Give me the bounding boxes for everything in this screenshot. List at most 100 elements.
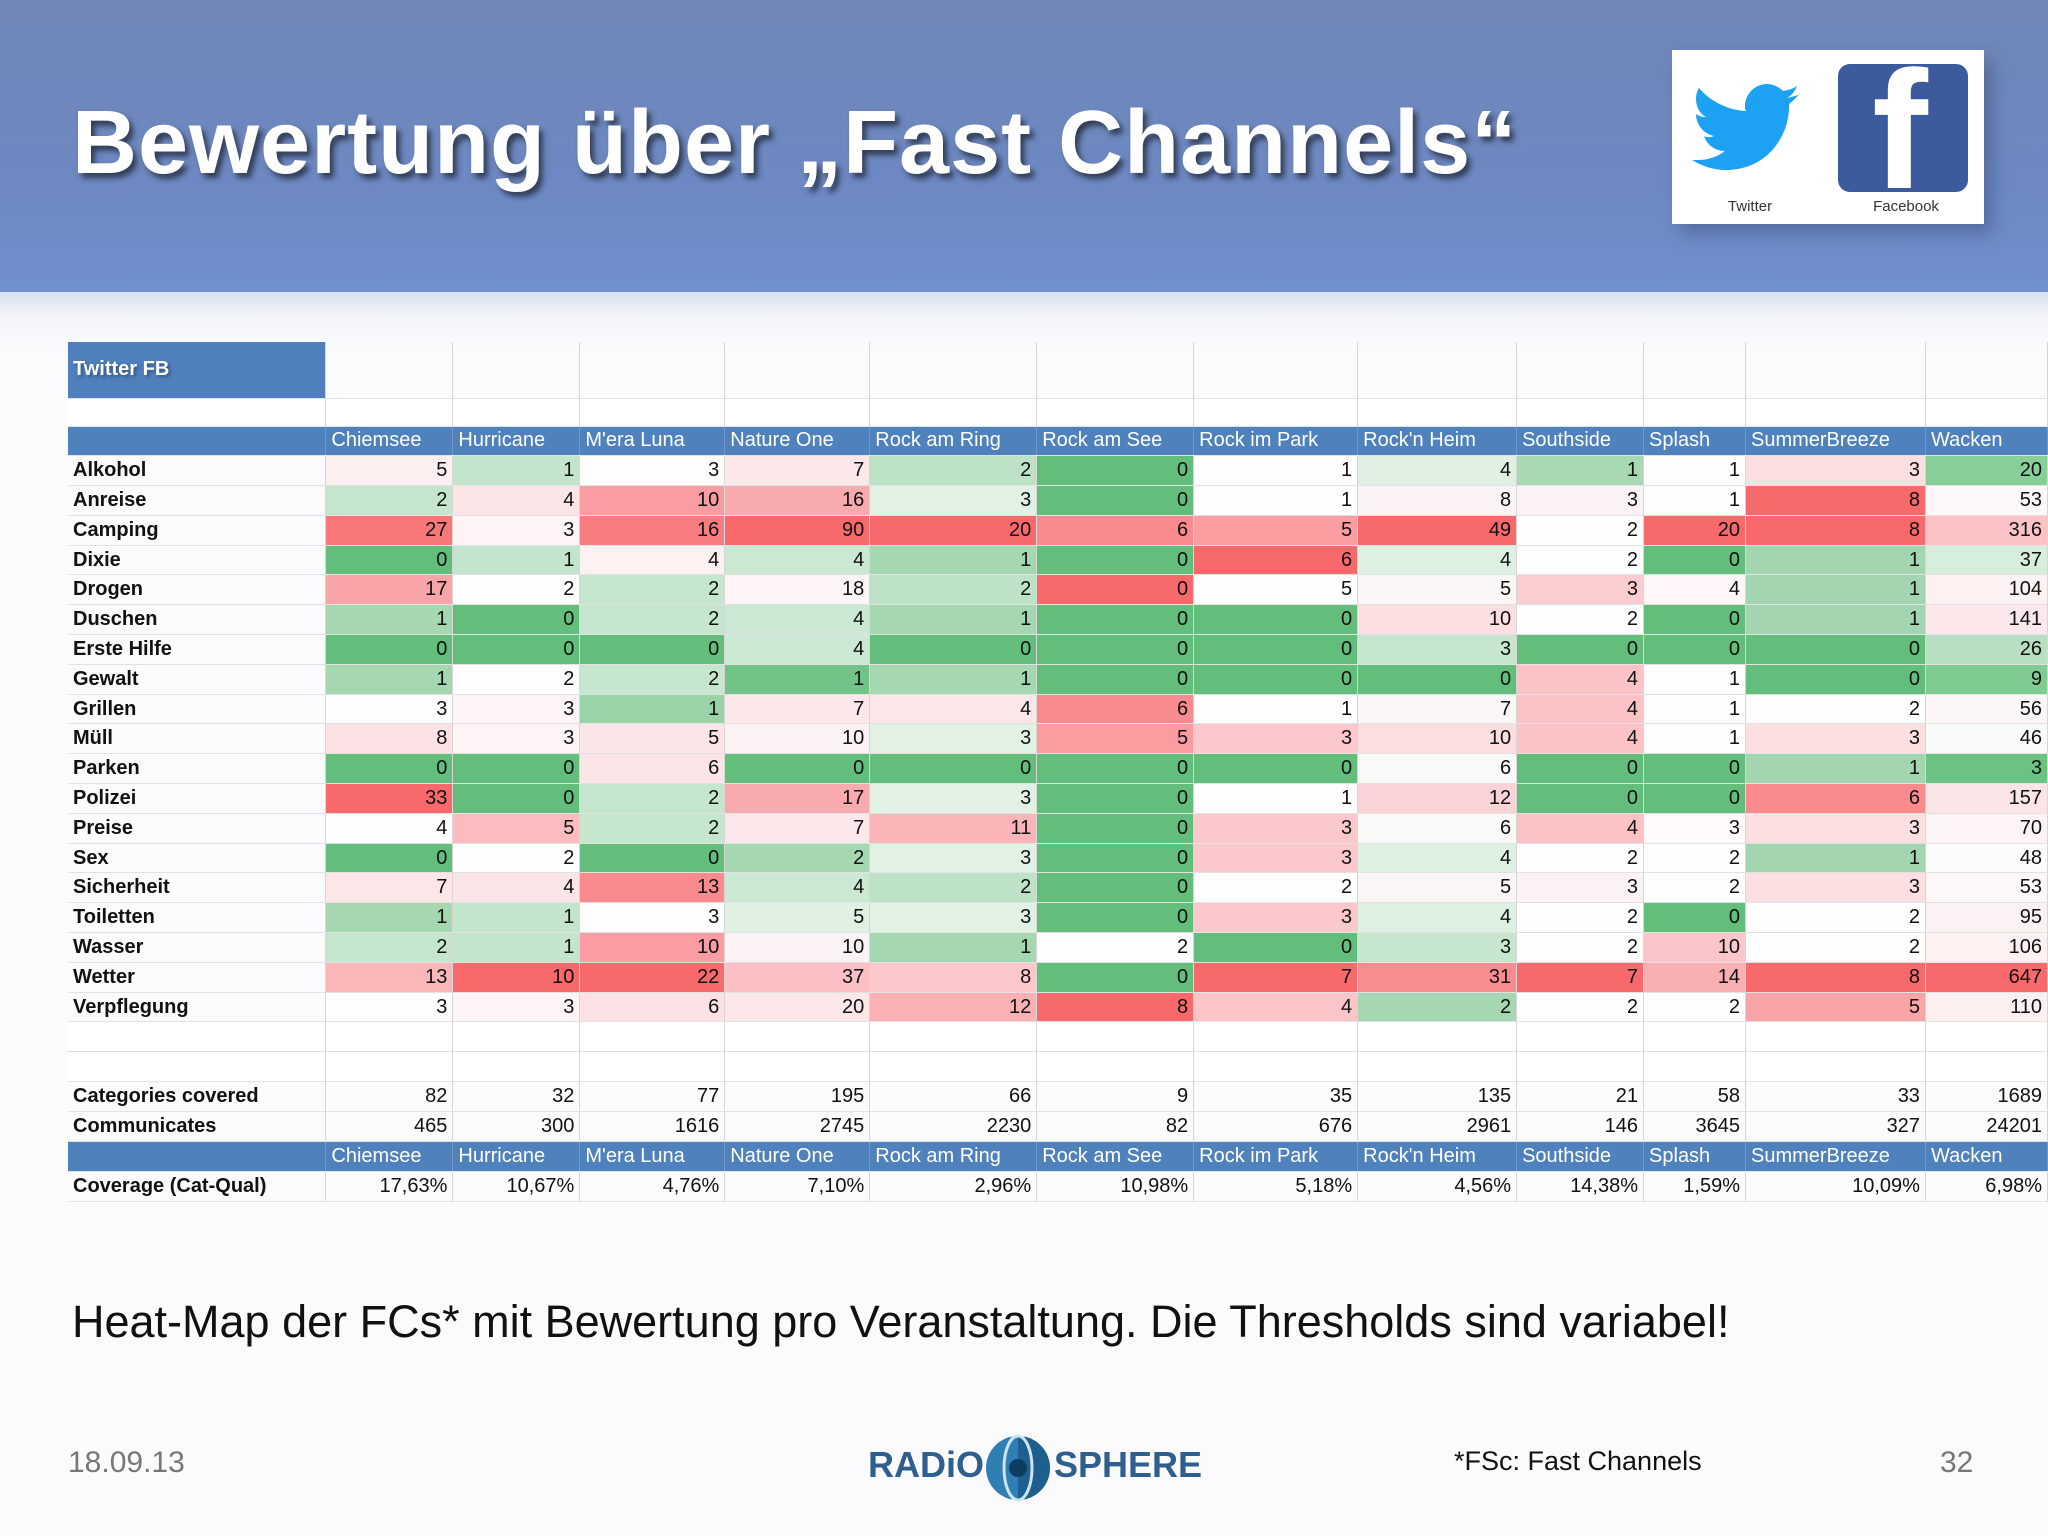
table-row: Müll 8 3 5 10 3 5 3 10 4 1 3 46	[68, 723, 2048, 755]
heat-cell: 3	[869, 723, 1038, 755]
heat-cell: 2	[1516, 545, 1645, 576]
empty-cell	[1193, 398, 1359, 427]
heat-cell: 6	[1357, 813, 1518, 844]
heat-cell: 10	[452, 962, 581, 993]
heat-cell: 3	[452, 723, 581, 755]
table-row: Parken 0 0 6 0 0 0 0 6 0 0 1 3	[68, 753, 2048, 785]
heat-cell: 104	[1925, 574, 2048, 606]
column-header: Southside	[1516, 1141, 1645, 1172]
empty-cell	[869, 1021, 1038, 1053]
heat-cell: 7	[724, 694, 871, 725]
heat-cell: 1	[1643, 723, 1746, 755]
heat-cell: 6	[1745, 783, 1926, 814]
heat-cell: 4	[1357, 902, 1518, 934]
column-header: Hurricane	[452, 426, 581, 457]
table-row: Polizei 33 0 2 17 3 0 1 12 0 0 6 157	[68, 783, 2048, 814]
empty-cell	[1745, 398, 1926, 427]
heat-cell: 1	[452, 455, 581, 487]
twitter-label: Twitter	[1727, 198, 1773, 215]
table-row: Camping 27 3 16 90 20 6 5 49 2 20 8 316	[68, 515, 2048, 546]
heat-cell: 2	[1516, 992, 1645, 1023]
empty-cell	[325, 1021, 454, 1053]
coverage-cell: 5,18%	[1193, 1171, 1359, 1202]
heat-cell: 7	[724, 455, 871, 487]
coverage-cell: 4,76%	[579, 1171, 726, 1202]
empty-cell	[1516, 398, 1645, 427]
heat-cell: 0	[1036, 962, 1195, 993]
heat-cell: 2	[1745, 932, 1926, 963]
empty-cell	[1925, 398, 2048, 427]
heat-cell: 3	[1516, 485, 1645, 516]
heat-cell: 37	[1925, 545, 2048, 576]
summary-cell: 146	[1516, 1111, 1645, 1143]
coverage-cell: 1,59%	[1643, 1171, 1746, 1202]
column-header: Rock am See	[1036, 1141, 1195, 1172]
globe-icon	[986, 1434, 1050, 1502]
table-row: Toiletten 1 1 3 5 3 0 3 4 2 0 2 95	[68, 902, 2048, 934]
heat-cell: 1	[452, 545, 581, 576]
page-number: 32	[1940, 1446, 1974, 1479]
heat-cell: 6	[1036, 694, 1195, 725]
heat-cell: 1	[1193, 694, 1359, 725]
heat-cell: 1	[1745, 574, 1926, 606]
empty-cell	[1036, 1021, 1195, 1053]
heat-cell: 8	[869, 962, 1038, 993]
heat-cell: 10	[724, 723, 871, 755]
empty-cell	[1516, 1051, 1645, 1083]
heat-cell: 3	[1357, 634, 1518, 665]
summary-cell: 3645	[1643, 1111, 1746, 1143]
table-row: Sicherheit 7 4 13 4 2 0 2 5 3 2 3 53	[68, 872, 2048, 904]
heat-cell: 2	[1516, 902, 1645, 934]
heat-cell: 33	[325, 783, 454, 814]
heat-cell: 316	[1925, 515, 2048, 546]
empty-cell	[452, 398, 581, 427]
summary-cell: 35	[1193, 1081, 1359, 1113]
empty-cell	[325, 1051, 454, 1083]
heat-cell: 4	[1643, 574, 1746, 606]
heat-cell: 9	[1925, 664, 2048, 695]
summary-cell: 58	[1643, 1081, 1746, 1113]
heat-cell: 6	[579, 992, 726, 1023]
heat-cell: 4	[1516, 694, 1645, 725]
coverage-cell: 10,67%	[452, 1171, 581, 1202]
coverage-cell: 2,96%	[869, 1171, 1038, 1202]
table-row: Alkohol 5 1 3 7 2 0 1 4 1 1 3 20	[68, 455, 2048, 487]
heat-cell: 0	[1036, 872, 1195, 904]
heat-cell: 0	[1036, 783, 1195, 814]
heat-cell: 6	[1193, 545, 1359, 576]
heat-cell: 2	[452, 574, 581, 606]
heat-cell: 0	[1643, 902, 1746, 934]
heat-cell: 0	[1193, 604, 1359, 636]
heat-cell: 0	[1036, 664, 1195, 695]
row-label: Anreise	[68, 485, 327, 516]
empty-cell	[869, 398, 1038, 427]
heat-cell: 2	[869, 574, 1038, 606]
heat-cell: 0	[869, 753, 1038, 785]
heat-cell: 6	[1036, 515, 1195, 546]
column-header: Wacken	[1925, 426, 2048, 457]
row-label: Dixie	[68, 545, 327, 576]
heat-cell: 0	[1193, 634, 1359, 665]
row-label: Erste Hilfe	[68, 634, 327, 665]
heat-cell: 31	[1357, 962, 1518, 993]
heat-cell: 2	[724, 843, 871, 874]
column-header: Rock im Park	[1193, 426, 1359, 457]
heat-cell: 3	[1745, 723, 1926, 755]
summary-cell: 66	[869, 1081, 1038, 1113]
column-header: Hurricane	[452, 1141, 581, 1172]
heat-cell: 1	[869, 604, 1038, 636]
heat-cell: 2	[325, 485, 454, 516]
table-row: Gewalt 1 2 2 1 1 0 0 0 4 1 0 9	[68, 664, 2048, 695]
coverage-label: Coverage (Cat-Qual)	[68, 1171, 327, 1202]
summary-cell: 21	[1516, 1081, 1645, 1113]
heat-cell: 5	[325, 455, 454, 487]
heat-cell: 1	[1643, 455, 1746, 487]
heat-cell: 4	[724, 634, 871, 665]
table-row: Preise 4 5 2 7 11 0 3 6 4 3 3 70	[68, 813, 2048, 844]
empty-cell	[68, 398, 327, 427]
heat-cell: 2	[325, 932, 454, 963]
heat-cell: 0	[579, 843, 726, 874]
column-header-row-bottom: Chiemsee Hurricane M'era Luna Nature One Roc…	[68, 1141, 2048, 1172]
heat-cell: 4	[452, 872, 581, 904]
heat-cell: 6	[579, 753, 726, 785]
